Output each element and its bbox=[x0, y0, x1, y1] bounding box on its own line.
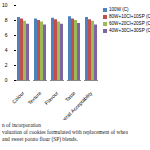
html-text:100W (C): 100W (C) bbox=[109, 7, 129, 12]
html-text:n of incorporation: n of incorporation bbox=[2, 122, 41, 128]
html-text:and sweet potato flour (SP) bl: and sweet potato flour (SP) blends. bbox=[2, 136, 78, 142]
html-text:valuation of cookies formulate: valuation of cookies formulated with rep… bbox=[2, 129, 128, 135]
svg-text:Flavour: Flavour bbox=[43, 90, 59, 106]
svg-text:Overall Acceptability: Overall Acceptability bbox=[57, 90, 93, 120]
svg-text:4: 4 bbox=[5, 47, 8, 53]
svg-text:8: 8 bbox=[5, 17, 8, 23]
svg-text:Taste: Taste bbox=[64, 90, 77, 103]
svg-text:0: 0 bbox=[5, 77, 8, 83]
svg-text:Colour: Colour bbox=[11, 90, 26, 105]
svg-text:Texture: Texture bbox=[26, 90, 42, 106]
svg-text:2: 2 bbox=[5, 62, 8, 68]
svg-text:10: 10 bbox=[2, 2, 8, 8]
svg-text:6: 6 bbox=[5, 32, 8, 38]
